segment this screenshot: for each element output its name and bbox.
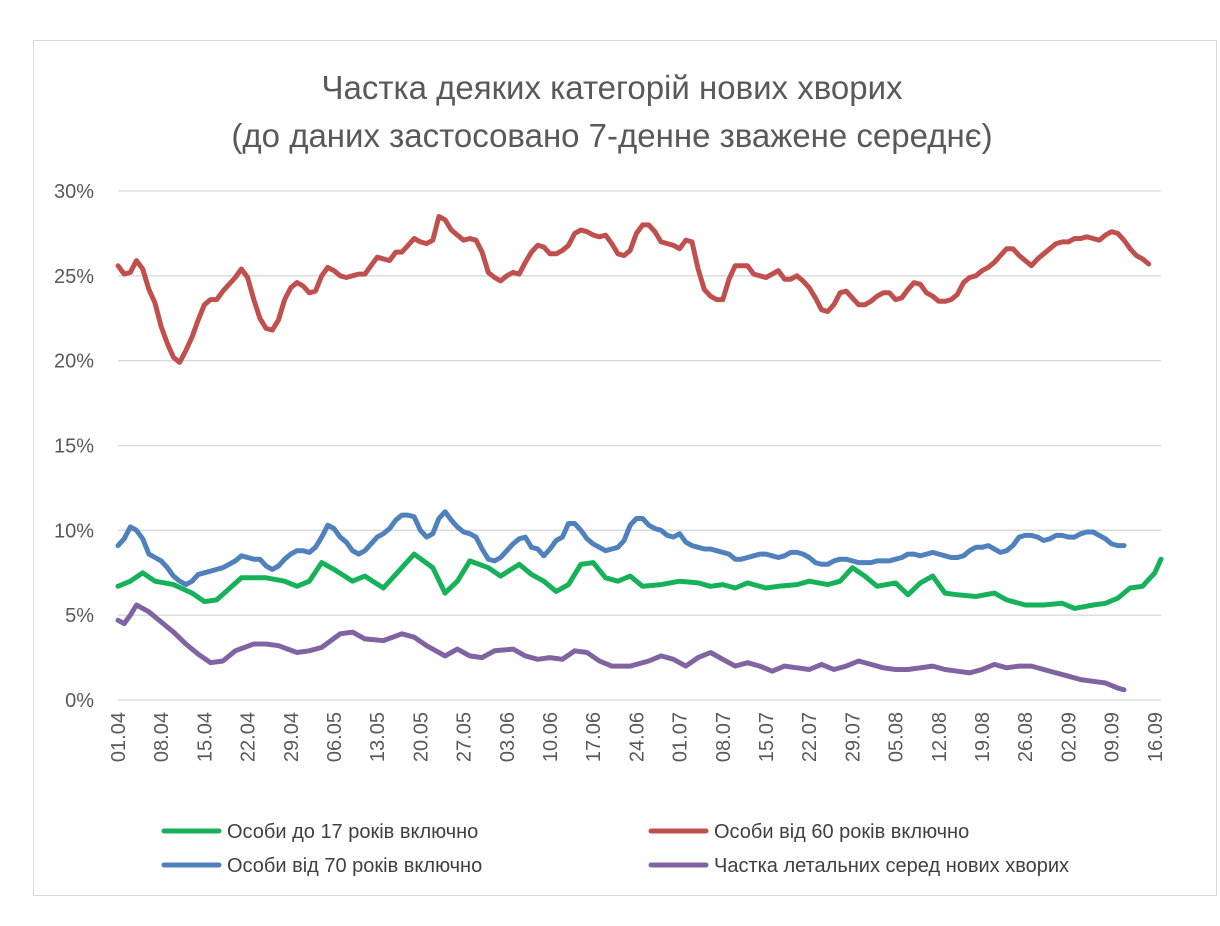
y-tick-label: 10% xyxy=(54,520,94,542)
x-tick-label: 29.04 xyxy=(281,712,303,762)
series-line-4 xyxy=(115,602,1127,693)
y-tick-label: 20% xyxy=(54,351,94,373)
x-tick-label: 29.07 xyxy=(842,712,864,762)
x-tick-label: 13.05 xyxy=(367,712,389,762)
x-tick-label: 05.08 xyxy=(886,712,908,762)
x-tick-label: 15.07 xyxy=(756,712,778,762)
legend-label-3: Особи від 70 років включно xyxy=(227,855,482,877)
x-tick-label: 06.05 xyxy=(324,712,346,762)
chart-title: Частка деяких категорій нових хворих xyxy=(321,69,903,106)
line-chart: Частка деяких категорій нових хворих (до… xyxy=(54,69,1167,877)
chart-frame: Частка деяких категорій нових хворих (до… xyxy=(33,40,1217,896)
x-tick-label: 19.08 xyxy=(972,712,994,762)
x-tick-label: 15.04 xyxy=(194,712,216,762)
legend-label-1: Особи до 17 років включно xyxy=(227,821,478,843)
series-line-2 xyxy=(115,214,1152,365)
gridlines xyxy=(118,190,1161,701)
y-tick-label: 0% xyxy=(65,690,94,712)
x-tick-label: 08.07 xyxy=(713,712,735,762)
y-axis-labels: 0% 5% 10% 15% 20% 25% 30% xyxy=(54,181,94,712)
x-tick-label: 22.04 xyxy=(238,712,260,762)
y-tick-label: 15% xyxy=(54,436,94,458)
x-tick-label: 09.09 xyxy=(1102,712,1124,762)
x-tick-label: 22.07 xyxy=(799,712,821,762)
y-tick-label: 25% xyxy=(54,266,94,288)
x-tick-label: 16.09 xyxy=(1145,712,1167,762)
x-tick-label: 01.04 xyxy=(108,712,130,762)
x-tick-label: 24.06 xyxy=(626,712,648,762)
x-tick-label: 17.06 xyxy=(583,712,605,762)
chart-subtitle: (до даних застосовано 7-денне зважене се… xyxy=(231,117,992,154)
legend-label-4: Частка летальних серед нових хворих xyxy=(714,855,1069,877)
x-tick-label: 03.06 xyxy=(497,712,519,762)
x-tick-label: 02.09 xyxy=(1058,712,1080,762)
series-lines xyxy=(115,214,1164,693)
y-tick-label: 30% xyxy=(54,181,94,203)
x-tick-label: 10.06 xyxy=(540,712,562,762)
x-axis-labels: 01.04 08.04 15.04 22.04 29.04 06.05 13.05 20.05… xyxy=(108,712,1167,762)
series-line-1 xyxy=(115,551,1164,611)
x-tick-label: 08.04 xyxy=(151,712,173,762)
legend: Особи до 17 років включно Особи від 60 ро… xyxy=(161,821,1069,877)
x-tick-label: 20.05 xyxy=(410,712,432,762)
x-tick-label: 26.08 xyxy=(1015,712,1037,762)
x-tick-label: 12.08 xyxy=(929,712,951,762)
x-tick-label: 27.05 xyxy=(454,712,476,762)
x-tick-label: 01.07 xyxy=(670,712,692,762)
legend-label-2: Особи від 60 років включно xyxy=(714,821,969,843)
y-tick-label: 5% xyxy=(65,605,94,627)
series-line-3 xyxy=(115,509,1127,588)
